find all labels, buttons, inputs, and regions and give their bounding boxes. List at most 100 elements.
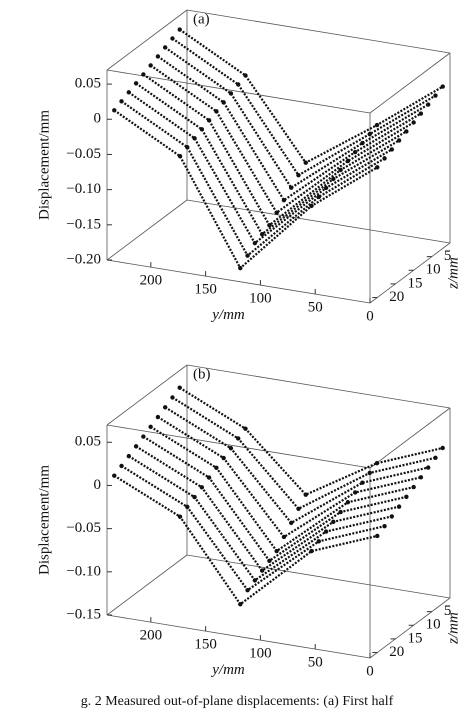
data-point: [367, 470, 372, 476]
box-edge: [106, 199, 188, 261]
y-tick-label: 0: [94, 111, 102, 127]
data-point: [221, 100, 226, 105]
data-point: [352, 490, 358, 495]
profile-line: [171, 37, 437, 177]
data-point: [352, 149, 358, 155]
data-point: [119, 463, 124, 469]
data-point: [345, 158, 351, 164]
data-point: [228, 91, 234, 96]
x-tick-label: 100: [249, 646, 272, 662]
data-point: [214, 465, 219, 470]
data-point: [133, 81, 139, 86]
z-tick-label: 10: [426, 617, 441, 633]
x-tick-label: 150: [194, 282, 217, 298]
profile-line: [164, 46, 429, 190]
data-point: [303, 492, 308, 497]
box-edge: [106, 424, 371, 469]
x-tick-label: 150: [194, 637, 217, 653]
data-point: [296, 506, 301, 511]
box-edge: [369, 242, 451, 304]
data-point: [245, 253, 250, 258]
y-tick-label: 0: [94, 477, 102, 493]
data-point: [199, 485, 205, 490]
data-point: [289, 185, 294, 190]
profile-line: [120, 464, 385, 592]
panel-label: (a): [193, 11, 210, 27]
box-edge: [186, 554, 451, 599]
box-edge: [186, 199, 451, 244]
data-point: [236, 436, 241, 441]
x-tick-label: 50: [308, 654, 323, 670]
panel-label: (b): [193, 366, 211, 382]
data-point: [170, 395, 175, 400]
data-point: [141, 434, 146, 439]
data-point: [316, 539, 321, 544]
data-point: [331, 519, 336, 524]
y-tick-label: −0.05: [66, 146, 101, 162]
data-point: [148, 424, 153, 430]
data-point: [411, 120, 416, 125]
box-edge: [186, 364, 451, 409]
data-point: [367, 131, 372, 137]
data-point: [281, 534, 287, 540]
data-point: [267, 558, 272, 564]
data-point: [323, 529, 329, 534]
data-point: [141, 72, 146, 77]
data-point: [396, 504, 402, 509]
data-point: [404, 129, 409, 134]
z-tick-label: 5: [444, 603, 452, 619]
data-point: [360, 140, 365, 146]
data-point: [404, 494, 409, 500]
data-point: [382, 523, 387, 529]
data-point: [274, 548, 279, 554]
profile-line: [179, 386, 443, 497]
data-point: [112, 108, 117, 113]
profile-line: [113, 109, 378, 270]
profile-line: [135, 445, 400, 573]
box-edge: [106, 9, 188, 71]
data-point: [259, 231, 265, 237]
data-point: [245, 587, 250, 593]
data-point: [267, 222, 272, 228]
x-tick-label: 0: [366, 663, 374, 679]
data-point: [206, 475, 212, 480]
z-tick-label: 20: [389, 289, 404, 305]
x-tick-label: 100: [249, 291, 272, 307]
data-point: [425, 465, 431, 470]
x-tick-label: 0: [366, 308, 374, 324]
data-point: [440, 84, 445, 89]
data-point: [345, 500, 351, 505]
z-axis-label: z/mm: [445, 612, 461, 645]
data-point: [433, 93, 438, 98]
y-tick-label: −0.10: [66, 563, 101, 579]
data-point: [170, 36, 175, 41]
data-point: [162, 45, 168, 50]
data-point: [148, 63, 153, 68]
data-point: [238, 265, 243, 271]
profile-line: [150, 64, 415, 215]
box-edge: [106, 364, 188, 426]
y-tick-label: −0.15: [66, 216, 101, 232]
profile-line: [179, 28, 444, 165]
data-point: [243, 426, 248, 431]
box-edge: [106, 69, 371, 114]
data-point: [119, 99, 124, 104]
z-tick-label: 20: [389, 644, 404, 660]
y-tick-label: −0.15: [66, 606, 101, 622]
data-point: [252, 578, 258, 583]
data-point: [162, 405, 168, 410]
data-point: [192, 136, 197, 141]
box-edge: [369, 597, 451, 659]
data-point: [418, 475, 424, 480]
y-tick-label: 0.05: [75, 76, 101, 92]
data-point: [281, 198, 287, 203]
y-axis-label: Displacement/mm: [36, 110, 52, 220]
data-point: [177, 154, 183, 159]
data-point: [236, 82, 241, 87]
z-tick-label: 5: [444, 248, 452, 264]
data-point: [206, 118, 212, 123]
profile-line: [120, 100, 386, 258]
data-point: [440, 445, 445, 451]
data-point: [243, 73, 248, 78]
